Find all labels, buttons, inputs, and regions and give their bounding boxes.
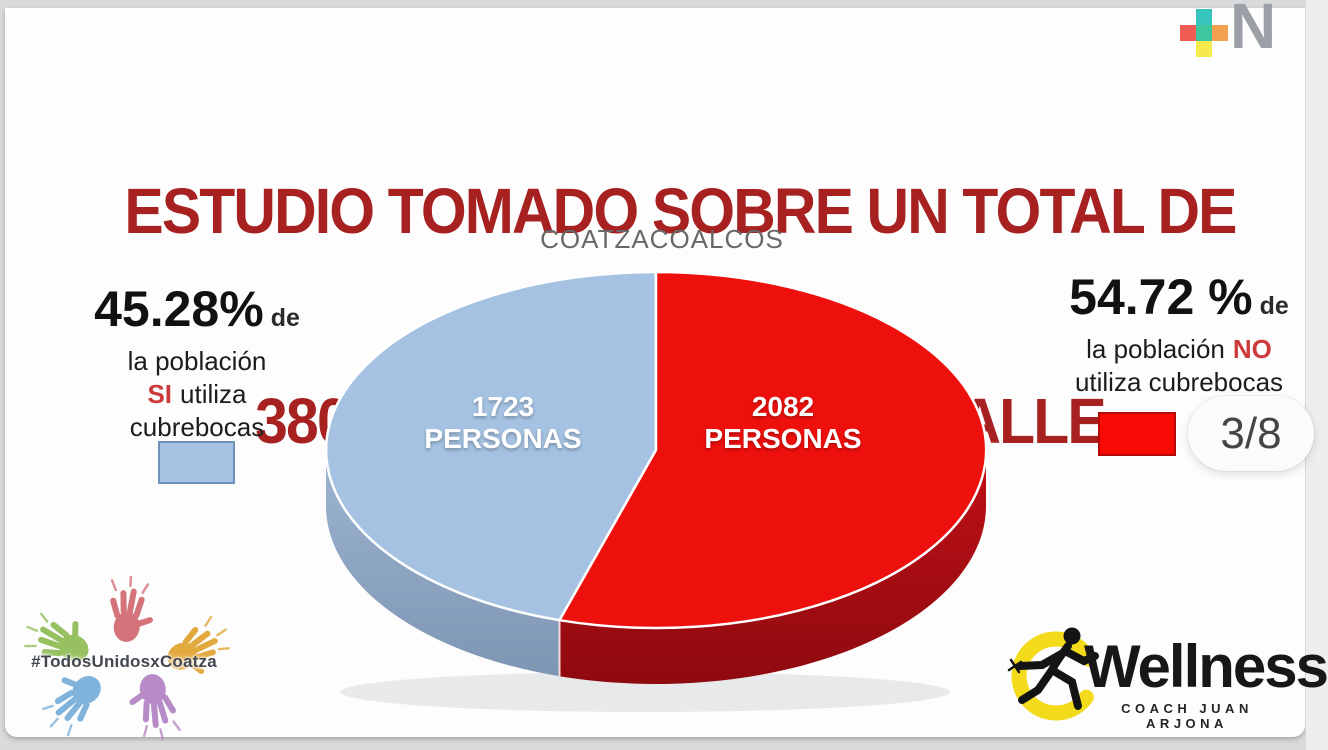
pie-label-si-value: 1723	[471, 391, 535, 422]
legend-swatch-no	[1098, 412, 1176, 456]
pie-label-si: 1723 PERSONAS	[398, 391, 608, 455]
handprint-icon-yellow	[159, 614, 237, 683]
wellness-runner-icon	[1007, 627, 1101, 721]
stat-no-line-1-prefix: la población	[1086, 334, 1225, 364]
plus-n-network-logo: N	[1180, 0, 1300, 61]
legend-swatch-si	[158, 441, 235, 484]
stat-si-percent: 45.28%	[94, 281, 264, 337]
stat-no-line-2: utiliza cubrebocas	[1074, 367, 1284, 397]
hashtag-label: #TodosUnidosxCoatza	[31, 652, 217, 671]
network-n-letter: N	[1230, 0, 1277, 62]
pie-shadow	[340, 672, 950, 712]
pie-label-no-value: 2082	[751, 391, 815, 422]
stat-no-line-1: la población NO	[1024, 333, 1328, 366]
stat-si-line-2-rest: utiliza	[180, 379, 247, 409]
plus-square-orange-icon	[1212, 25, 1228, 41]
plus-square-green-icon	[1196, 25, 1212, 41]
plus-square-red-icon	[1180, 25, 1196, 41]
stat-no-percent: 54.72 %	[1069, 269, 1253, 325]
pie-label-no: 2082 PERSONAS	[678, 391, 888, 455]
stat-no-emphasis: NO	[1232, 334, 1272, 364]
plus-square-teal-icon	[1196, 9, 1212, 25]
pie-side-no	[559, 450, 986, 684]
stat-no-percent-row: 54.72 % de	[1024, 270, 1328, 333]
pie-slice-si	[324, 270, 658, 622]
stat-block-no: 54.72 % de la población NO utiliza cubreb…	[1024, 270, 1328, 399]
plus-square-yellow-icon	[1196, 41, 1212, 57]
pager-badge-label: 3/8	[1220, 408, 1282, 458]
title-line-1: ESTUDIO TOMADO SOBRE UN TOTAL DE	[124, 175, 1237, 247]
right-margin-strip	[1305, 0, 1328, 750]
handprint-icon-red	[104, 576, 156, 645]
stat-si-line-1: la población	[127, 346, 267, 376]
stat-si-line-2: SI utiliza	[42, 378, 352, 411]
wellness-tagline: COACH JUAN ARJONA	[1121, 701, 1253, 731]
stat-si-percent-row: 45.28% de	[42, 282, 352, 345]
stat-si-line-3: cubrebocas	[129, 412, 265, 442]
pie-label-no-unit: PERSONAS	[704, 423, 862, 454]
pie-label-si-unit: PERSONAS	[424, 423, 582, 454]
wellness-brand: Wellness	[1084, 633, 1328, 700]
chart-subtitle: COATZACOALCOS	[540, 224, 784, 254]
pie-side-si	[326, 450, 560, 677]
handprint-icon-purple	[129, 671, 181, 742]
pie-slice-no	[558, 270, 988, 630]
stat-no-de: de	[1259, 292, 1289, 320]
pager-badge: 3/8	[1188, 396, 1314, 471]
stat-si-de: de	[270, 304, 300, 332]
stat-si-emphasis: SI	[147, 379, 173, 409]
stat-block-si: 45.28% de la población SI utiliza cubrebo…	[42, 282, 352, 444]
handprint-icon-blue	[34, 664, 112, 740]
